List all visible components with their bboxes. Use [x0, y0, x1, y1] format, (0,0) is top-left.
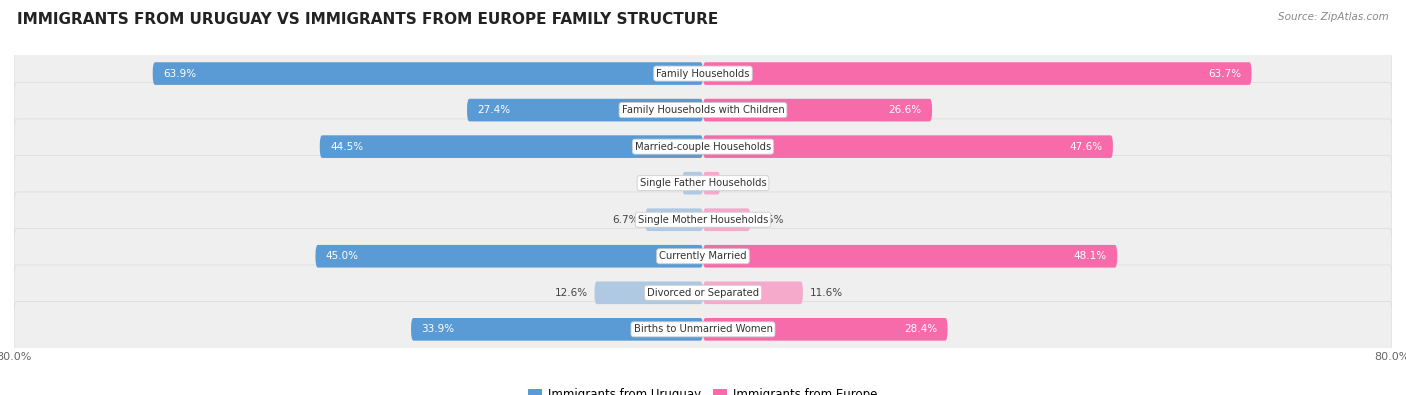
FancyBboxPatch shape — [14, 265, 1392, 321]
FancyBboxPatch shape — [14, 82, 1392, 138]
FancyBboxPatch shape — [703, 62, 1251, 85]
FancyBboxPatch shape — [703, 318, 948, 340]
Text: 6.7%: 6.7% — [612, 215, 638, 225]
FancyBboxPatch shape — [703, 282, 803, 304]
Text: Single Father Households: Single Father Households — [640, 178, 766, 188]
Text: Births to Unmarried Women: Births to Unmarried Women — [634, 324, 772, 334]
Text: 63.9%: 63.9% — [163, 69, 197, 79]
FancyBboxPatch shape — [645, 209, 703, 231]
Text: Family Households: Family Households — [657, 69, 749, 79]
Text: Married-couple Households: Married-couple Households — [636, 142, 770, 152]
FancyBboxPatch shape — [14, 192, 1392, 248]
Text: 5.5%: 5.5% — [758, 215, 783, 225]
Text: 47.6%: 47.6% — [1070, 142, 1102, 152]
FancyBboxPatch shape — [467, 99, 703, 121]
FancyBboxPatch shape — [703, 245, 1118, 267]
Text: 44.5%: 44.5% — [330, 142, 363, 152]
Text: Family Households with Children: Family Households with Children — [621, 105, 785, 115]
Text: 28.4%: 28.4% — [904, 324, 938, 334]
Text: 27.4%: 27.4% — [478, 105, 510, 115]
Text: Currently Married: Currently Married — [659, 251, 747, 261]
Text: 45.0%: 45.0% — [326, 251, 359, 261]
Text: 26.6%: 26.6% — [889, 105, 922, 115]
Text: 33.9%: 33.9% — [422, 324, 454, 334]
FancyBboxPatch shape — [14, 119, 1392, 175]
FancyBboxPatch shape — [703, 209, 751, 231]
Legend: Immigrants from Uruguay, Immigrants from Europe: Immigrants from Uruguay, Immigrants from… — [523, 384, 883, 395]
Text: 2.0%: 2.0% — [727, 178, 754, 188]
FancyBboxPatch shape — [14, 46, 1392, 102]
Text: 48.1%: 48.1% — [1074, 251, 1107, 261]
Text: 12.6%: 12.6% — [554, 288, 588, 298]
FancyBboxPatch shape — [703, 172, 720, 194]
FancyBboxPatch shape — [14, 228, 1392, 284]
Text: 2.4%: 2.4% — [650, 178, 675, 188]
Text: Divorced or Separated: Divorced or Separated — [647, 288, 759, 298]
FancyBboxPatch shape — [14, 155, 1392, 211]
FancyBboxPatch shape — [411, 318, 703, 340]
Text: Source: ZipAtlas.com: Source: ZipAtlas.com — [1278, 12, 1389, 22]
FancyBboxPatch shape — [595, 282, 703, 304]
FancyBboxPatch shape — [14, 301, 1392, 357]
FancyBboxPatch shape — [682, 172, 703, 194]
FancyBboxPatch shape — [315, 245, 703, 267]
Text: Single Mother Households: Single Mother Households — [638, 215, 768, 225]
Text: 63.7%: 63.7% — [1208, 69, 1241, 79]
Text: IMMIGRANTS FROM URUGUAY VS IMMIGRANTS FROM EUROPE FAMILY STRUCTURE: IMMIGRANTS FROM URUGUAY VS IMMIGRANTS FR… — [17, 12, 718, 27]
FancyBboxPatch shape — [153, 62, 703, 85]
FancyBboxPatch shape — [319, 135, 703, 158]
Text: 11.6%: 11.6% — [810, 288, 844, 298]
FancyBboxPatch shape — [703, 135, 1114, 158]
FancyBboxPatch shape — [703, 99, 932, 121]
